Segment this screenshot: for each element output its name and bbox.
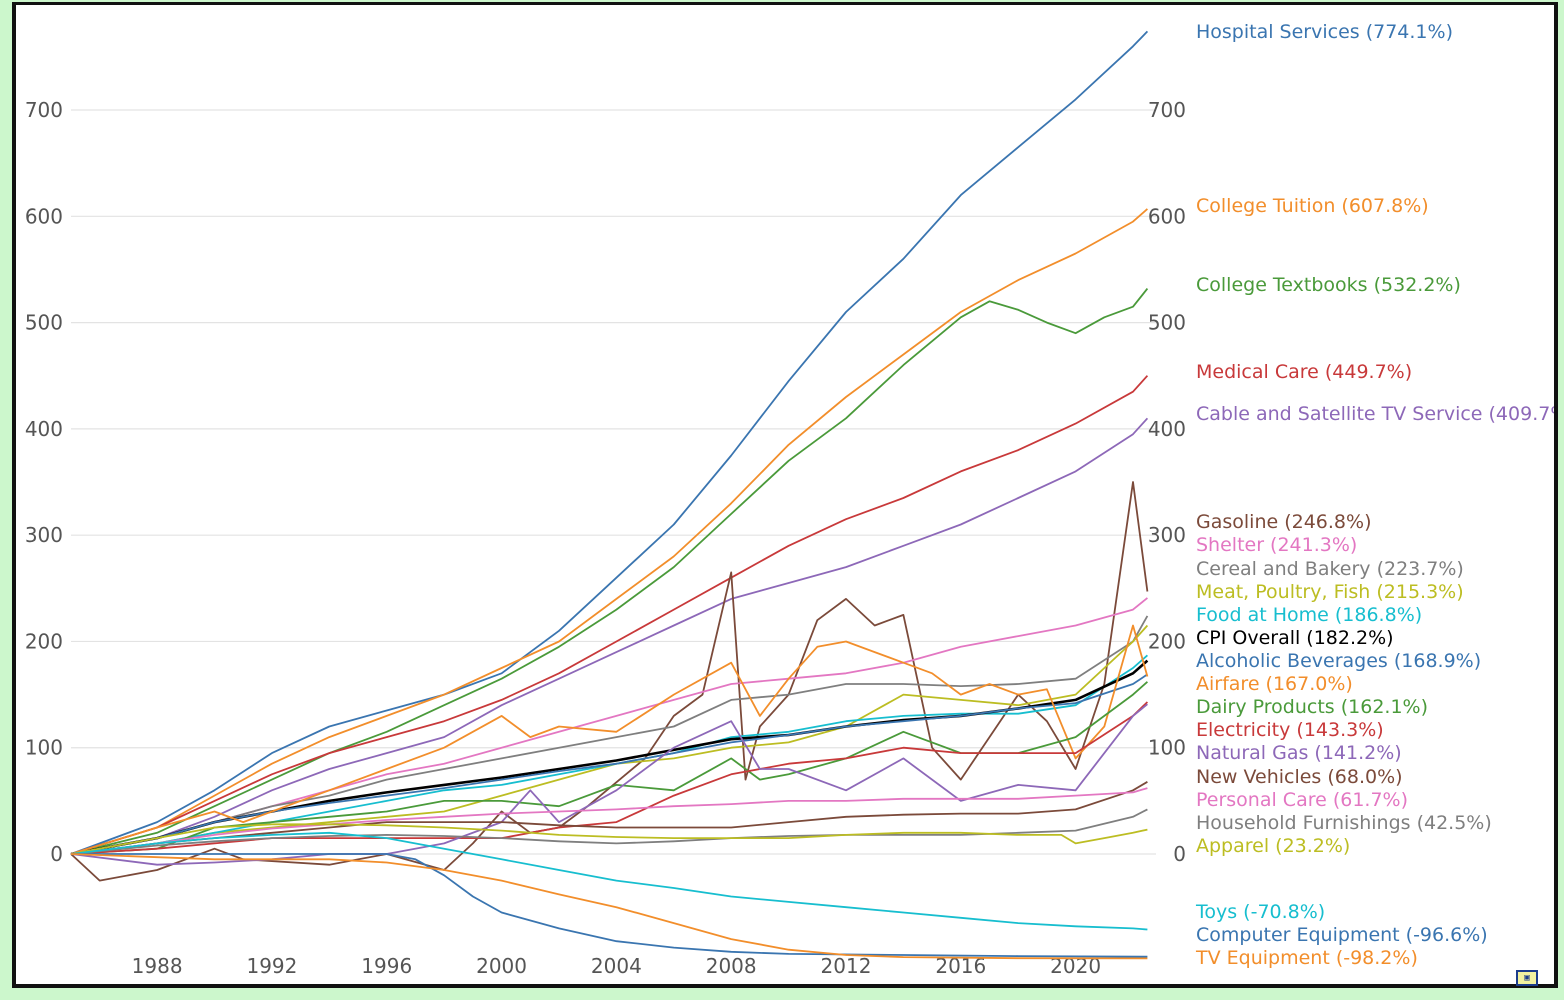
series-label-20: Toys (-70.8%) [1195,901,1325,923]
series-line-17 [70,787,1148,855]
series-label-6: Shelter (241.3%) [1196,534,1357,556]
series-label-19: Apparel (23.2%) [1196,835,1350,857]
series-line-5 [70,481,1149,882]
series-line-20 [70,831,1148,931]
series-label-18: Household Furnishings (42.5%) [1196,812,1492,834]
y-tick-right-300: 300 [1148,523,1186,547]
series-label-7: Cereal and Bakery (223.7%) [1196,558,1464,580]
y-tick-right-100: 100 [1148,736,1186,760]
series-label-13: Dairy Products (162.1%) [1196,696,1428,718]
y-tick-right-400: 400 [1148,417,1186,441]
y-tick-right-0: 0 [1173,842,1186,866]
series-line-2 [70,288,1149,855]
series-line-15 [70,703,1148,866]
window-icon[interactable]: ▣ [1516,970,1538,986]
y-tick-left-0: 0 [50,842,63,866]
series-label-11: Alcoholic Beverages (168.9%) [1196,650,1481,672]
x-tick-1988: 1988 [132,954,183,978]
series-line-12 [70,624,1149,855]
series-label-5: Gasoline (246.8%) [1196,511,1372,533]
series-line-6 [70,597,1148,855]
series-label-16: New Vehicles (68.0%) [1196,766,1403,788]
y-tick-right-700: 700 [1148,98,1186,122]
series-label-4: Cable and Satellite TV Service (409.7%) [1196,403,1554,425]
series-label-3: Medical Care (449.7%) [1196,361,1412,383]
series-label-10: CPI Overall (182.2%) [1196,627,1394,649]
series-line-1 [70,208,1148,855]
x-tick-2004: 2004 [591,954,642,978]
series-line-0 [70,30,1149,855]
y-tick-left-700: 700 [25,98,63,122]
series-label-1: College Tuition (607.8%) [1196,195,1429,217]
series-line-22 [70,853,1148,960]
series-line-19 [70,823,1148,855]
y-tick-left-300: 300 [25,523,63,547]
series-label-21: Computer Equipment (-96.6%) [1196,924,1488,946]
y-tick-left-100: 100 [25,736,63,760]
series-label-15: Natural Gas (141.2%) [1196,742,1402,764]
line-chart: 0 0 100 100 200 200 300 300 400 400 500 500 600 600 70… [25,21,1554,978]
y-tick-right-500: 500 [1148,311,1186,335]
series-label-12: Airfare (167.0%) [1196,673,1353,695]
chart-frame: 0 0 100 100 200 200 300 300 400 400 500 500 600 600 70… [12,2,1558,988]
x-tick-1992: 1992 [246,954,297,978]
y-tick-left-600: 600 [25,204,63,228]
series-line-11 [70,673,1148,855]
series-line-13 [70,681,1148,855]
series-line-3 [70,375,1149,855]
series-label-9: Food at Home (186.8%) [1196,604,1422,626]
y-tick-left-500: 500 [25,311,63,335]
series-label-8: Meat, Poultry, Fish (215.3%) [1196,581,1464,603]
series-line-21 [71,853,1148,958]
series-label-17: Personal Care (61.7%) [1196,789,1408,811]
x-tick-1996: 1996 [361,954,412,978]
series-line-7 [70,615,1149,855]
y-tick-left-200: 200 [25,629,63,653]
series-label-14: Electricity (143.3%) [1196,719,1384,741]
series-label-0: Hospital Services (774.1%) [1196,21,1453,43]
y-tick-left-400: 400 [25,417,63,441]
series-line-8 [70,624,1149,855]
x-tick-2012: 2012 [821,954,872,978]
y-tick-right-600: 600 [1148,204,1186,228]
series-line-18 [70,808,1148,855]
series-line-4 [70,417,1149,855]
y-tick-right-200: 200 [1148,629,1186,653]
series-label-22: TV Equipment (-98.2%) [1195,947,1418,969]
x-tick-2008: 2008 [706,954,757,978]
series-line-16 [70,781,1148,855]
series-label-2: College Textbooks (532.2%) [1196,274,1461,296]
x-tick-2000: 2000 [476,954,527,978]
